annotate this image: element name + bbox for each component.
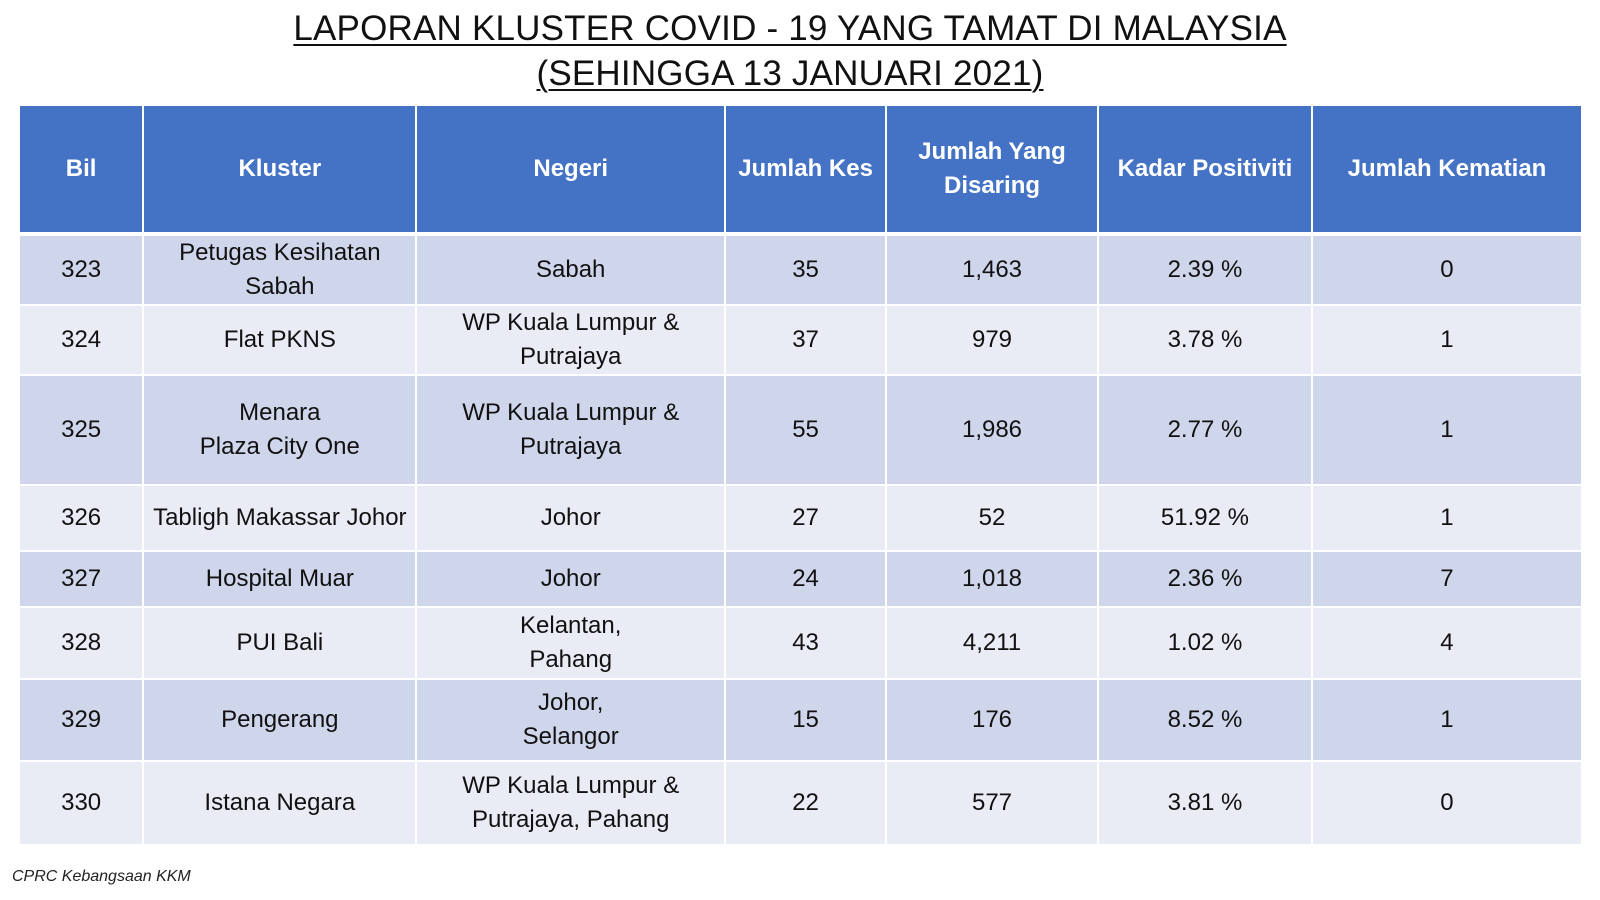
cell-kluster: PUI Bali xyxy=(144,608,416,680)
cell-kluster: Istana Negara xyxy=(144,762,416,846)
cell-jumlah-kes: 27 xyxy=(726,486,886,552)
cell-negeri: WP Kuala Lumpur & Putrajaya, Pahang xyxy=(417,762,725,846)
cell-jumlah-kematian: 1 xyxy=(1312,486,1581,552)
cell-jumlah-kes: 24 xyxy=(726,552,886,608)
cell-bil: 323 xyxy=(20,236,143,306)
cell-bil: 324 xyxy=(20,306,143,376)
cell-negeri: Sabah xyxy=(417,236,725,306)
cell-negeri: WP Kuala Lumpur & Putrajaya xyxy=(417,376,725,486)
cell-kadar-positiviti: 51.92 % xyxy=(1098,486,1311,552)
cell-jumlah-kematian: 1 xyxy=(1312,306,1581,376)
table-header-row: Bil Kluster Negeri Jumlah Kes Jumlah Yan… xyxy=(20,106,1581,236)
cell-jumlah-disaring: 1,463 xyxy=(887,236,1097,306)
cell-bil: 325 xyxy=(20,376,143,486)
cell-jumlah-disaring: 1,986 xyxy=(887,376,1097,486)
cell-jumlah-kes: 15 xyxy=(726,680,886,762)
cell-bil: 330 xyxy=(20,762,143,846)
cell-negeri: Kelantan, Pahang xyxy=(417,608,725,680)
cell-kadar-positiviti: 1.02 % xyxy=(1098,608,1311,680)
title-line-1-text: LAPORAN KLUSTER COVID - 19 YANG TAMAT DI… xyxy=(293,9,1287,48)
cell-kluster: Flat PKNS xyxy=(144,306,416,376)
cell-jumlah-disaring: 1,018 xyxy=(887,552,1097,608)
cell-negeri: Johor xyxy=(417,486,725,552)
cell-jumlah-kes: 55 xyxy=(726,376,886,486)
column-header-kadar-positiviti: Kadar Positiviti xyxy=(1098,106,1311,236)
table-row: 328 PUI Bali Kelantan, Pahang 43 4,211 1.02 % 4 xyxy=(20,608,1581,680)
table-row: 329 Pengerang Johor, Selangor 15 176 8.52 % 1 xyxy=(20,680,1581,762)
cell-kluster: Pengerang xyxy=(144,680,416,762)
cell-kadar-positiviti: 2.39 % xyxy=(1098,236,1311,306)
table-row: 330 Istana Negara WP Kuala Lumpur & Putraja… xyxy=(20,762,1581,846)
column-header-negeri: Negeri xyxy=(417,106,725,236)
title-line-1: LAPORAN KLUSTER COVID - 19 YANG TAMAT DI… xyxy=(0,6,1580,51)
table-header: Bil Kluster Negeri Jumlah Kes Jumlah Yan… xyxy=(20,106,1581,236)
cell-jumlah-kematian: 7 xyxy=(1312,552,1581,608)
cell-jumlah-kematian: 0 xyxy=(1312,762,1581,846)
table-row: 324 Flat PKNS WP Kuala Lumpur & Putrajaya 37… xyxy=(20,306,1581,376)
cell-negeri: Johor xyxy=(417,552,725,608)
cell-jumlah-kes: 37 xyxy=(726,306,886,376)
table-row: 325 Menara Plaza City One WP Kuala Lumpur &… xyxy=(20,376,1581,486)
column-header-bil: Bil xyxy=(20,106,143,236)
cell-kluster: Petugas Kesihatan Sabah xyxy=(144,236,416,306)
cell-jumlah-kes: 35 xyxy=(726,236,886,306)
column-header-kluster: Kluster xyxy=(144,106,416,236)
cell-kluster: Menara Plaza City One xyxy=(144,376,416,486)
column-header-jumlah-kes: Jumlah Kes xyxy=(726,106,886,236)
title-line-2: (SEHINGGA 13 JANUARI 2021) xyxy=(0,51,1580,96)
title-line-2-text: (SEHINGGA 13 JANUARI 2021) xyxy=(536,54,1044,93)
cell-bil: 327 xyxy=(20,552,143,608)
cell-kadar-positiviti: 8.52 % xyxy=(1098,680,1311,762)
cell-kadar-positiviti: 3.81 % xyxy=(1098,762,1311,846)
cell-jumlah-kematian: 1 xyxy=(1312,680,1581,762)
cluster-table: Bil Kluster Negeri Jumlah Kes Jumlah Yan… xyxy=(18,106,1583,846)
cell-bil: 329 xyxy=(20,680,143,762)
cell-kluster: Hospital Muar xyxy=(144,552,416,608)
cell-bil: 326 xyxy=(20,486,143,552)
source-footer: CPRC Kebangsaan KKM xyxy=(12,868,191,885)
cell-jumlah-kes: 43 xyxy=(726,608,886,680)
table-row: 323 Petugas Kesihatan Sabah Sabah 35 1,463 2.3… xyxy=(20,236,1581,306)
cell-jumlah-kes: 22 xyxy=(726,762,886,846)
cell-bil: 328 xyxy=(20,608,143,680)
table-row: 326 Tabligh Makassar Johor Johor 27 52 51.92 … xyxy=(20,486,1581,552)
cell-kadar-positiviti: 2.77 % xyxy=(1098,376,1311,486)
cell-jumlah-disaring: 52 xyxy=(887,486,1097,552)
cell-jumlah-disaring: 176 xyxy=(887,680,1097,762)
cell-jumlah-disaring: 577 xyxy=(887,762,1097,846)
cell-kadar-positiviti: 3.78 % xyxy=(1098,306,1311,376)
column-header-jumlah-kematian: Jumlah Kematian xyxy=(1312,106,1581,236)
cell-jumlah-disaring: 979 xyxy=(887,306,1097,376)
page-title: LAPORAN KLUSTER COVID - 19 YANG TAMAT DI… xyxy=(0,6,1580,96)
cell-negeri: WP Kuala Lumpur & Putrajaya xyxy=(417,306,725,376)
cell-jumlah-kematian: 4 xyxy=(1312,608,1581,680)
cell-jumlah-kematian: 0 xyxy=(1312,236,1581,306)
cell-kadar-positiviti: 2.36 % xyxy=(1098,552,1311,608)
cell-jumlah-disaring: 4,211 xyxy=(887,608,1097,680)
cluster-table-container: Bil Kluster Negeri Jumlah Kes Jumlah Yan… xyxy=(20,106,1585,846)
cell-kluster: Tabligh Makassar Johor xyxy=(144,486,416,552)
table-body: 323 Petugas Kesihatan Sabah Sabah 35 1,463 2.3… xyxy=(20,236,1581,846)
table-row: 327 Hospital Muar Johor 24 1,018 2.36 % 7 xyxy=(20,552,1581,608)
cell-jumlah-kematian: 1 xyxy=(1312,376,1581,486)
cell-negeri: Johor, Selangor xyxy=(417,680,725,762)
column-header-jumlah-disaring: Jumlah Yang Disaring xyxy=(887,106,1097,236)
